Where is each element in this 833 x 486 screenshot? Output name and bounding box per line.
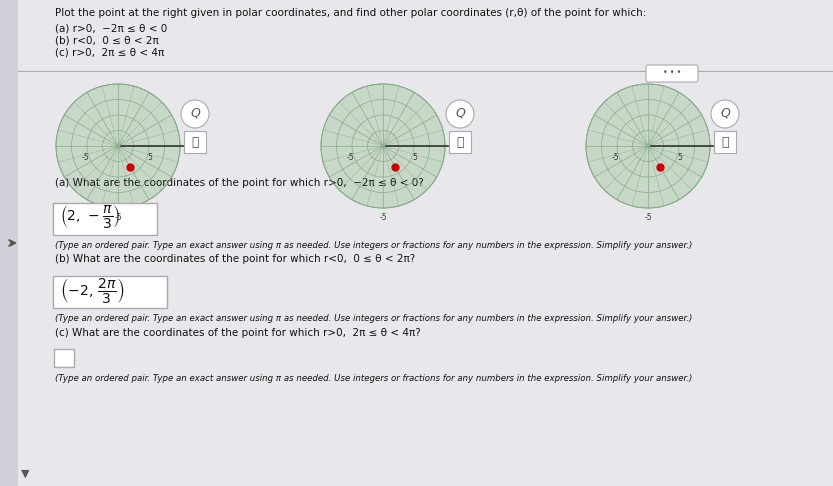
Text: $\left(-2,\,\dfrac{2\pi}{3}\right)$: $\left(-2,\,\dfrac{2\pi}{3}\right)$ xyxy=(60,276,125,305)
Text: (a) What are the coordinates of the point for which r>0,  −2π ≤ θ < 0?: (a) What are the coordinates of the poin… xyxy=(55,178,424,188)
FancyBboxPatch shape xyxy=(449,131,471,153)
Text: 5: 5 xyxy=(413,153,417,162)
Text: (Type an ordered pair. Type an exact answer using π as needed. Use integers or f: (Type an ordered pair. Type an exact ans… xyxy=(55,314,692,323)
Text: (Type an ordered pair. Type an exact answer using π as needed. Use integers or f: (Type an ordered pair. Type an exact ans… xyxy=(55,241,692,250)
Text: ⧉: ⧉ xyxy=(192,136,199,149)
Text: (Type an ordered pair. Type an exact answer using π as needed. Use integers or f: (Type an ordered pair. Type an exact ans… xyxy=(55,374,692,383)
Text: • • •: • • • xyxy=(663,69,681,77)
Circle shape xyxy=(181,100,209,128)
Circle shape xyxy=(321,84,445,208)
Text: ⧉: ⧉ xyxy=(456,136,464,149)
Circle shape xyxy=(711,100,739,128)
FancyBboxPatch shape xyxy=(53,276,167,308)
Text: (b) r<0,  0 ≤ θ < 2π: (b) r<0, 0 ≤ θ < 2π xyxy=(55,36,159,46)
FancyBboxPatch shape xyxy=(646,65,698,82)
Text: -5: -5 xyxy=(347,153,355,162)
Text: (b) What are the coordinates of the point for which r<0,  0 ≤ θ < 2π?: (b) What are the coordinates of the poin… xyxy=(55,254,415,264)
Text: Q: Q xyxy=(190,106,200,120)
Circle shape xyxy=(586,84,710,208)
Text: -5: -5 xyxy=(644,213,651,222)
Circle shape xyxy=(56,84,180,208)
Text: ▼: ▼ xyxy=(21,469,29,479)
FancyBboxPatch shape xyxy=(184,131,206,153)
Text: 5: 5 xyxy=(147,153,152,162)
Text: Plot the point at the right given in polar coordinates, and find other polar coo: Plot the point at the right given in pol… xyxy=(55,8,646,18)
Text: $\left(2,\,-\dfrac{\pi}{3}\right)$: $\left(2,\,-\dfrac{\pi}{3}\right)$ xyxy=(60,204,121,230)
Text: Q: Q xyxy=(455,106,465,120)
Text: (c) r>0,  2π ≤ θ < 4π: (c) r>0, 2π ≤ θ < 4π xyxy=(55,48,164,58)
Text: ⧉: ⧉ xyxy=(721,136,729,149)
Text: (a) r>0,  −2π ≤ θ < 0: (a) r>0, −2π ≤ θ < 0 xyxy=(55,24,167,34)
Text: -5: -5 xyxy=(114,213,122,222)
FancyBboxPatch shape xyxy=(18,0,833,486)
Text: 5: 5 xyxy=(678,153,683,162)
Text: -5: -5 xyxy=(612,153,620,162)
Circle shape xyxy=(446,100,474,128)
Text: Q: Q xyxy=(720,106,730,120)
FancyBboxPatch shape xyxy=(53,203,157,235)
FancyBboxPatch shape xyxy=(714,131,736,153)
Text: -5: -5 xyxy=(82,153,90,162)
Text: -5: -5 xyxy=(379,213,387,222)
FancyBboxPatch shape xyxy=(54,349,74,367)
Text: (c) What are the coordinates of the point for which r>0,  2π ≤ θ < 4π?: (c) What are the coordinates of the poin… xyxy=(55,328,421,338)
